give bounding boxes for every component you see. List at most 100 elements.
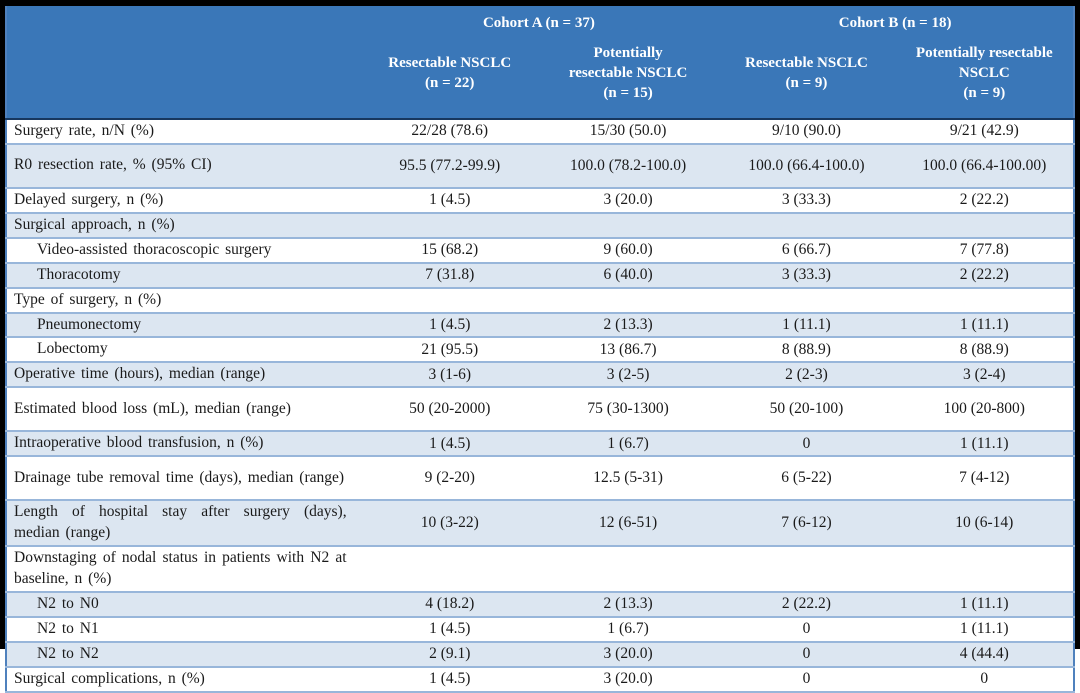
row-value: 1 (11.1) — [717, 312, 896, 339]
row-label: Thoracotomy — [6, 262, 361, 289]
row-value: 1 (11.1) — [895, 591, 1074, 618]
row-value: 0 — [895, 666, 1074, 693]
table-row: Drainage tube removal time (days), media… — [6, 456, 1074, 502]
row-value — [538, 212, 718, 239]
row-value: 50 (20-100) — [717, 387, 896, 433]
table-row: N2 to N0 4 (18.2) 2 (13.3) 2 (22.2) 1 (11.1) — [6, 591, 1074, 618]
table-body: Surgery rate, n/N (%) 22/28 (78.6) 15/30 (… — [6, 119, 1074, 693]
row-value — [360, 546, 539, 593]
row-value: 4 (44.4) — [895, 641, 1074, 668]
row-value: 50 (20-2000) — [360, 387, 539, 433]
row-value: 3 (2-5) — [538, 362, 718, 389]
row-label: Length of hospital stay after surgery (d… — [6, 500, 361, 548]
table-row: Intraoperative blood transfusion, n (%) 1… — [6, 431, 1074, 458]
row-label: Operative time (hours), median (range) — [6, 362, 361, 389]
row-value: 1 (6.7) — [538, 616, 718, 643]
table-row: N2 to N1 1 (4.5) 1 (6.7) 0 1 (11.1) — [6, 616, 1074, 643]
row-value: 3 (20.0) — [538, 641, 718, 668]
row-value: 2 (13.3) — [538, 591, 718, 618]
row-value: 1 (11.1) — [895, 431, 1074, 458]
row-value — [717, 212, 896, 239]
row-label: Surgical approach, n (%) — [6, 212, 361, 239]
header-spacer-cell — [6, 36, 361, 120]
header-spacer-cell — [6, 6, 361, 36]
row-value: 1 (4.5) — [360, 312, 539, 339]
row-value — [360, 287, 539, 314]
row-value: 3 (20.0) — [538, 666, 718, 693]
row-value: 3 (33.3) — [717, 187, 896, 214]
row-value: 2 (22.2) — [895, 187, 1074, 214]
row-label: Estimated blood loss (mL), median (range… — [6, 387, 361, 433]
cohort-a-header: Cohort A (n = 37) — [360, 6, 718, 36]
cohort-header-row: Cohort A (n = 37) Cohort B (n = 18) — [6, 6, 1074, 36]
row-value — [895, 287, 1074, 314]
row-label: Video-assisted thoracoscopic surgery — [6, 237, 361, 264]
row-label: Intraoperative blood transfusion, n (%) — [6, 431, 361, 458]
subgroup-header-row: Resectable NSCLC (n = 22) Potentially re… — [6, 36, 1074, 120]
table-row: Thoracotomy 7 (31.8) 6 (40.0) 3 (33.3) 2 (22… — [6, 262, 1074, 289]
table-row: Estimated blood loss (mL), median (range… — [6, 387, 1074, 433]
row-value: 100.0 (78.2-100.0) — [538, 143, 718, 189]
row-value: 7 (77.8) — [895, 237, 1074, 264]
row-value — [895, 212, 1074, 239]
table-row: Surgical complications, n (%) 1 (4.5) 3 (2… — [6, 666, 1074, 693]
row-value: 22/28 (78.6) — [360, 119, 539, 145]
table-row: Downstaging of nodal status in patients … — [6, 546, 1074, 593]
row-label: Surgery rate, n/N (%) — [6, 119, 361, 145]
table-row: Surgery rate, n/N (%) 22/28 (78.6) 15/30 (… — [6, 119, 1074, 145]
row-value: 0 — [717, 641, 896, 668]
row-label: R0 resection rate, % (95% CI) — [6, 143, 361, 189]
row-value: 15/30 (50.0) — [538, 119, 718, 145]
row-value: 10 (3-22) — [360, 500, 539, 548]
row-value — [360, 212, 539, 239]
table-row: Video-assisted thoracoscopic surgery 15 (… — [6, 237, 1074, 264]
row-value: 6 (5-22) — [717, 456, 896, 502]
table-row: Lobectomy 21 (95.5) 13 (86.7) 8 (88.9) 8 (88… — [6, 337, 1074, 364]
row-value: 10 (6-14) — [895, 500, 1074, 548]
row-value: 1 (4.5) — [360, 431, 539, 458]
table-row: Type of surgery, n (%) — [6, 287, 1074, 314]
row-value: 13 (86.7) — [538, 337, 718, 364]
row-value: 7 (6-12) — [717, 500, 896, 548]
row-value: 12.5 (5-31) — [538, 456, 718, 502]
row-value: 15 (68.2) — [360, 237, 539, 264]
row-value: 1 (4.5) — [360, 187, 539, 214]
table-row: N2 to N2 2 (9.1) 3 (20.0) 0 4 (44.4) — [6, 641, 1074, 668]
row-value: 2 (13.3) — [538, 312, 718, 339]
table-row: Surgical approach, n (%) — [6, 212, 1074, 239]
row-value: 8 (88.9) — [895, 337, 1074, 364]
row-value: 3 (20.0) — [538, 187, 718, 214]
row-value — [717, 546, 896, 593]
column-header-resectable-a: Resectable NSCLC (n = 22) — [360, 36, 539, 120]
row-value: 8 (88.9) — [717, 337, 896, 364]
table-row: Delayed surgery, n (%) 1 (4.5) 3 (20.0) 3 (… — [6, 187, 1074, 214]
row-value: 3 (33.3) — [717, 262, 896, 289]
row-label: Lobectomy — [6, 337, 361, 364]
row-value: 75 (30-1300) — [538, 387, 718, 433]
row-value: 2 (22.2) — [717, 591, 896, 618]
row-value: 1 (11.1) — [895, 616, 1074, 643]
row-value: 100.0 (66.4-100.0) — [717, 143, 896, 189]
surgical-outcomes-table: Cohort A (n = 37) Cohort B (n = 18) Rese… — [5, 6, 1075, 693]
row-value: 4 (18.2) — [360, 591, 539, 618]
row-value: 2 (22.2) — [895, 262, 1074, 289]
row-value — [717, 287, 896, 314]
row-value: 100 (20-800) — [895, 387, 1074, 433]
column-header-potentially-resectable-b: Potentially resectable NSCLC (n = 9) — [895, 36, 1074, 120]
table-row: Length of hospital stay after surgery (d… — [6, 500, 1074, 548]
row-value: 21 (95.5) — [360, 337, 539, 364]
row-value: 2 (9.1) — [360, 641, 539, 668]
row-value: 9 (2-20) — [360, 456, 539, 502]
row-value: 12 (6-51) — [538, 500, 718, 548]
row-value: 7 (31.8) — [360, 262, 539, 289]
row-value — [538, 546, 718, 593]
row-label: Pneumonectomy — [6, 312, 361, 339]
row-value: 0 — [717, 431, 896, 458]
row-value: 6 (40.0) — [538, 262, 718, 289]
row-label: Surgical complications, n (%) — [6, 666, 361, 693]
row-label: Type of surgery, n (%) — [6, 287, 361, 314]
row-label: Delayed surgery, n (%) — [6, 187, 361, 214]
row-label: N2 to N0 — [6, 591, 361, 618]
row-value: 3 (1-6) — [360, 362, 539, 389]
